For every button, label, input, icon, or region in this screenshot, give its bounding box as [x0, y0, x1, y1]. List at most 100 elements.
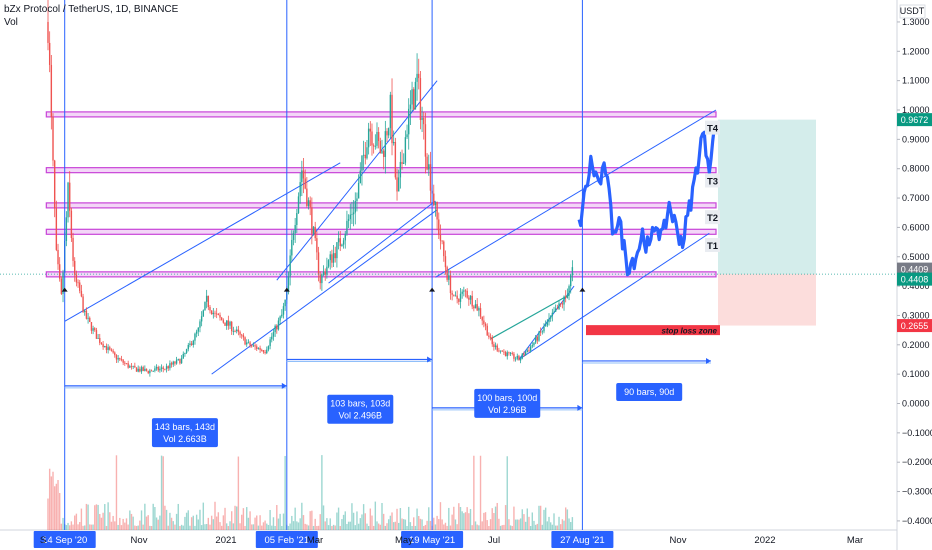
candle: [165, 363, 168, 373]
volume-bar: [312, 525, 315, 530]
candle: [364, 141, 366, 165]
price-tag[interactable]: [897, 319, 932, 333]
volume-bar: [334, 525, 336, 530]
candle: [105, 343, 108, 354]
volume-bar: [299, 518, 301, 530]
volume-bar: [349, 521, 351, 530]
channel-line[interactable]: [64, 162, 341, 322]
volume-bar: [396, 508, 398, 530]
volume-bar: [292, 521, 295, 530]
candle: [571, 260, 574, 282]
resistance-zone[interactable]: [45, 202, 717, 209]
volume-bar: [326, 518, 328, 530]
price-tag[interactable]: [897, 272, 932, 286]
volume-bar: [125, 518, 128, 530]
measure-vol-label: Vol 2.663B: [163, 434, 207, 444]
volume-bar: [332, 524, 335, 530]
y-tick-label: 0.2000: [902, 340, 930, 350]
candle: [294, 217, 296, 243]
channel-line[interactable]: [435, 109, 717, 278]
measure-box[interactable]: [474, 388, 541, 418]
volume-bar: [424, 524, 427, 530]
volume-bar: [473, 455, 475, 530]
volume-bar: [294, 507, 296, 530]
candle: [180, 355, 183, 364]
volume-bar: [210, 515, 213, 530]
candle: [147, 370, 149, 375]
resistance-zone[interactable]: [45, 111, 717, 118]
channel-line[interactable]: [211, 209, 438, 375]
measure-box[interactable]: [151, 418, 218, 448]
arrow-head: [577, 404, 583, 411]
candle: [75, 270, 78, 287]
volume-bar: [53, 486, 56, 530]
volume-bar: [518, 519, 520, 530]
candle: [155, 364, 158, 371]
volume-bar: [322, 505, 325, 530]
volume-bar: [102, 512, 104, 530]
arrow-head: [705, 357, 711, 364]
measure-box[interactable]: [327, 394, 394, 424]
candle: [406, 124, 408, 140]
candle: [479, 303, 482, 320]
volume-bar: [503, 524, 505, 530]
channel-line[interactable]: [518, 232, 710, 360]
volume-bar: [55, 483, 58, 530]
x-tick-label: Nov: [670, 535, 687, 546]
volume-bar: [509, 525, 512, 530]
resistance-zone[interactable]: [45, 167, 717, 174]
price-tag[interactable]: [897, 113, 932, 127]
currency-box[interactable]: [899, 4, 926, 19]
candle: [53, 159, 56, 218]
volume-bar: [261, 525, 263, 530]
volume-bar: [553, 513, 555, 530]
profit-zone[interactable]: [718, 119, 816, 275]
candle: [332, 245, 335, 268]
volume-bar: [429, 520, 432, 530]
loss-zone[interactable]: [718, 274, 816, 326]
volume-bar: [531, 512, 533, 530]
candle: [391, 78, 393, 156]
axis-currency: USDT: [900, 6, 925, 16]
volume-bar: [329, 518, 331, 530]
volume-bar: [100, 517, 103, 530]
candle: [220, 316, 223, 321]
target-tag: [705, 173, 720, 188]
candle: [392, 130, 395, 146]
x-tick-label: 2022: [754, 535, 775, 546]
measure-box[interactable]: [616, 382, 683, 401]
volume-bar: [519, 518, 522, 530]
volume-bar: [202, 502, 205, 530]
price-tag-label: 0.2655: [901, 321, 929, 331]
candle: [423, 111, 425, 140]
candle: [312, 226, 315, 236]
candle: [506, 350, 508, 360]
volume-bar: [476, 524, 478, 530]
candle: [200, 311, 203, 327]
measure-bars-label: 100 bars, 100d: [477, 393, 537, 403]
volume-bar: [246, 507, 248, 530]
candle: [314, 221, 316, 241]
overlays: 143 bars, 143d Vol 2.663B 103 bars, 103d Vo…: [0, 119, 897, 448]
volume-bar: [376, 521, 378, 530]
candle: [102, 341, 104, 350]
candle: [366, 139, 368, 160]
y-tick-label: 0.9000: [902, 134, 930, 144]
candle: [421, 106, 423, 133]
resistance-zone[interactable]: [45, 228, 717, 235]
volume-bar: [129, 510, 131, 530]
candle: [164, 368, 166, 371]
price-tag[interactable]: [897, 262, 932, 276]
volume-bar: [331, 525, 333, 530]
candle: [408, 98, 410, 150]
candle: [185, 348, 188, 355]
volume-bar: [84, 525, 86, 530]
volume-bar: [493, 513, 495, 530]
stop-loss-zone[interactable]: [586, 325, 720, 336]
volume-bar: [546, 521, 549, 530]
support-trend[interactable]: [490, 294, 570, 340]
channel-line[interactable]: [518, 285, 575, 360]
channel-line[interactable]: [328, 200, 436, 284]
